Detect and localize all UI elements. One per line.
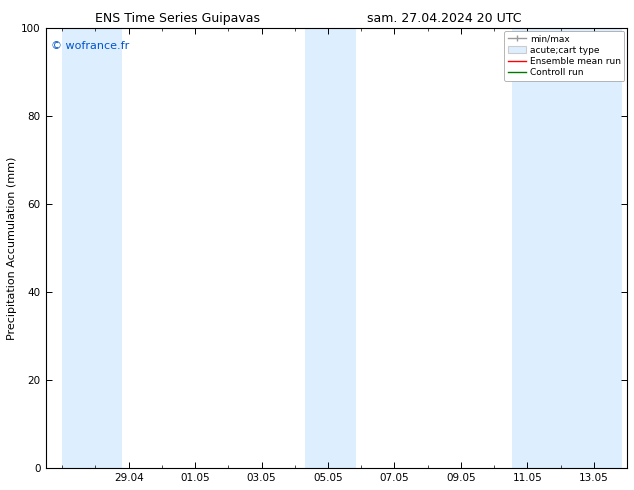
Bar [62,28,122,468]
Text: ENS Time Series Guipavas: ENS Time Series Guipavas [95,12,260,25]
Legend: min/max, acute;cart type, Ensemble mean run, Controll run: min/max, acute;cart type, Ensemble mean … [505,31,624,81]
Y-axis label: Precipitation Accumulation (mm): Precipitation Accumulation (mm) [7,156,17,340]
Bar [512,28,622,468]
Text: sam. 27.04.2024 20 UTC: sam. 27.04.2024 20 UTC [366,12,521,25]
Bar [305,28,356,468]
Text: © wofrance.fr: © wofrance.fr [51,41,130,51]
